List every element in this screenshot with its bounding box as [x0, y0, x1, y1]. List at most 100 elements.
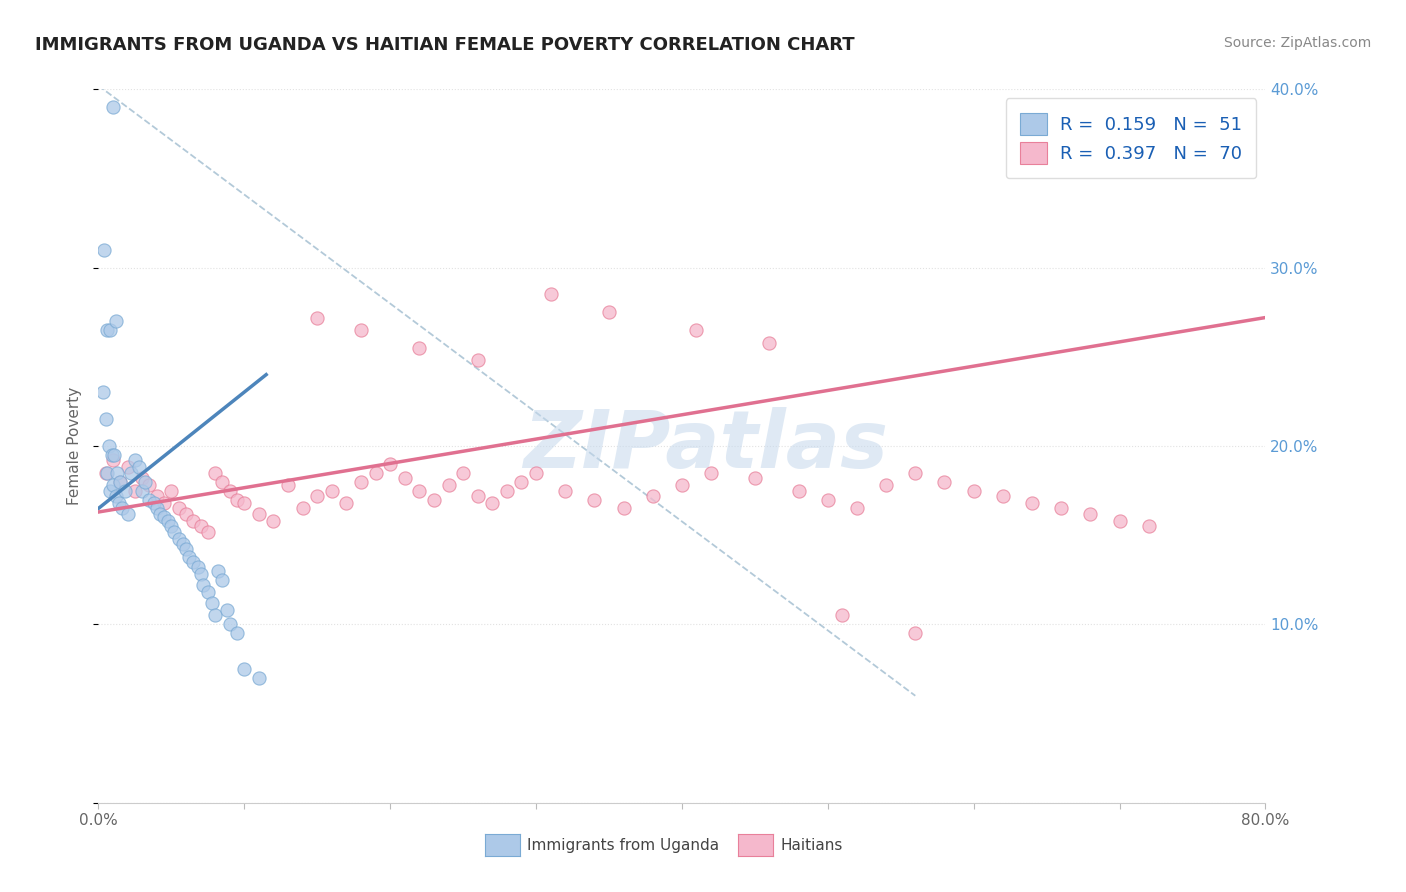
Point: [364, 466, 387, 480]
Point: [110, 475, 132, 489]
Point: [138, 492, 160, 507]
Point: [131, 483, 153, 498]
Text: ZIPatlas: ZIPatlas: [523, 407, 887, 485]
Point: [437, 478, 460, 492]
Point: [1050, 501, 1073, 516]
Point: [467, 353, 489, 368]
Point: [408, 341, 430, 355]
Point: [554, 483, 576, 498]
Legend: R =  0.159   N =  51, R =  0.397   N =  70: R = 0.159 N = 51, R = 0.397 N = 70: [1005, 98, 1257, 178]
Point: [277, 478, 299, 492]
Point: [197, 524, 219, 539]
Point: [291, 501, 314, 516]
Point: [120, 466, 142, 480]
Point: [321, 483, 343, 498]
Point: [190, 567, 212, 582]
Point: [226, 626, 249, 640]
Point: [758, 335, 780, 350]
Point: [157, 514, 180, 528]
Point: [641, 489, 664, 503]
Point: [211, 573, 233, 587]
Point: [98, 323, 121, 337]
Point: [163, 524, 186, 539]
Point: [190, 519, 212, 533]
Point: [685, 323, 707, 337]
Point: [211, 475, 233, 489]
Point: [128, 460, 150, 475]
Point: [846, 501, 869, 516]
Point: [233, 496, 256, 510]
Point: [612, 501, 634, 516]
Point: [104, 489, 127, 503]
Point: [91, 385, 114, 400]
Point: [467, 489, 489, 503]
Point: [423, 492, 446, 507]
Point: [904, 466, 927, 480]
Point: [96, 466, 118, 480]
Point: [1108, 514, 1130, 528]
Point: [350, 323, 373, 337]
Point: [598, 305, 620, 319]
Point: [394, 471, 416, 485]
Point: [510, 475, 533, 489]
Point: [146, 501, 169, 516]
Point: [172, 537, 194, 551]
Point: [134, 475, 156, 489]
Point: [744, 471, 766, 485]
Point: [197, 585, 219, 599]
Point: [110, 475, 132, 489]
Y-axis label: Female Poverty: Female Poverty: [66, 387, 82, 505]
Point: [181, 514, 204, 528]
Point: [204, 608, 226, 623]
Point: [207, 564, 229, 578]
Point: [218, 617, 240, 632]
Point: [174, 507, 197, 521]
Point: [408, 483, 430, 498]
Point: [991, 489, 1014, 503]
Point: [1080, 507, 1102, 521]
Point: [831, 608, 853, 623]
Point: [177, 549, 200, 564]
Point: [108, 496, 131, 510]
Point: [350, 475, 373, 489]
Point: [481, 496, 503, 510]
Point: [380, 457, 402, 471]
Point: [124, 453, 146, 467]
Point: [124, 483, 146, 498]
Point: [307, 310, 329, 325]
Point: [583, 492, 606, 507]
Point: [875, 478, 897, 492]
Point: [111, 501, 134, 516]
Point: [153, 496, 176, 510]
Point: [104, 314, 127, 328]
Point: [247, 507, 270, 521]
Point: [117, 460, 139, 475]
Point: [101, 100, 124, 114]
Point: [117, 507, 139, 521]
Point: [262, 514, 284, 528]
Point: [904, 626, 927, 640]
Point: [817, 492, 839, 507]
Point: [671, 478, 693, 492]
Point: [160, 519, 183, 533]
Point: [1137, 519, 1160, 533]
Point: [101, 478, 124, 492]
Point: [167, 532, 190, 546]
Text: IMMIGRANTS FROM UGANDA VS HAITIAN FEMALE POVERTY CORRELATION CHART: IMMIGRANTS FROM UGANDA VS HAITIAN FEMALE…: [35, 36, 855, 54]
Point: [94, 466, 117, 480]
Point: [540, 287, 562, 301]
Point: [167, 501, 190, 516]
Point: [138, 478, 160, 492]
Point: [307, 489, 329, 503]
Point: [153, 510, 176, 524]
Point: [201, 596, 224, 610]
Point: [149, 507, 172, 521]
Point: [934, 475, 956, 489]
Point: [103, 448, 125, 462]
Point: [160, 483, 183, 498]
Point: [96, 323, 118, 337]
Point: [787, 483, 810, 498]
Point: [131, 471, 153, 485]
Point: [247, 671, 270, 685]
Point: [193, 578, 215, 592]
